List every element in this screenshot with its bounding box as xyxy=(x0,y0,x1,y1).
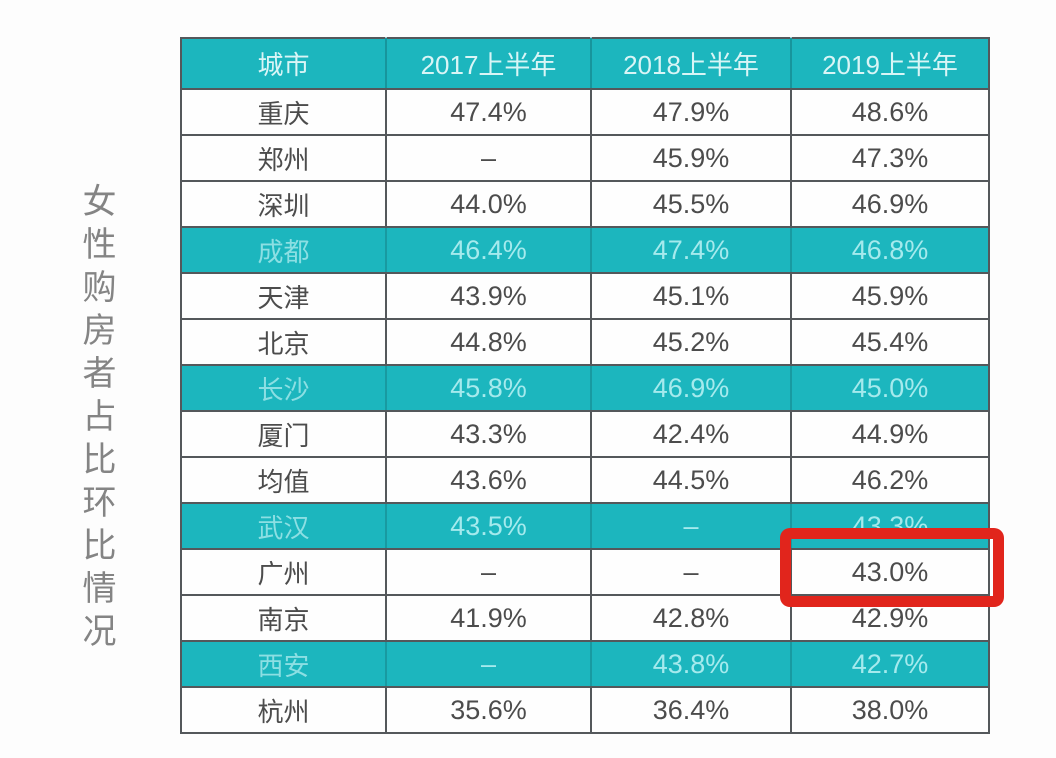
city-cell: 南京 xyxy=(181,595,387,642)
table-header-row: 城市 2017上半年 2018上半年 2019上半年 xyxy=(181,38,989,90)
value-cell: 35.6% xyxy=(386,687,592,733)
value-cell: 45.9% xyxy=(791,273,989,320)
table-row: 北京 44.8% 45.2% 45.4% xyxy=(181,319,989,366)
value-cell: 44.5% xyxy=(591,457,792,504)
city-cell: 郑州 xyxy=(181,135,387,182)
value-cell: 43.0% xyxy=(791,549,989,596)
value-cell: 45.8% xyxy=(386,365,592,412)
city-cell: 西安 xyxy=(181,641,387,688)
value-cell: 42.8% xyxy=(591,595,792,642)
table-row: 南京 41.9% 42.8% 42.9% xyxy=(181,595,989,642)
value-cell: 46.2% xyxy=(791,457,989,504)
table-row: 重庆 47.4% 47.9% 48.6% xyxy=(181,89,989,136)
value-cell: 47.4% xyxy=(386,89,592,136)
value-cell: – xyxy=(386,135,592,182)
value-cell: 47.9% xyxy=(591,89,792,136)
value-cell: 44.9% xyxy=(791,411,989,458)
table-row: 杭州 35.6% 36.4% 38.0% xyxy=(181,687,989,733)
chart-title-vertical: 女性购房者占比环比情况 xyxy=(77,183,115,656)
table-row: 广州 – –43.0% xyxy=(181,549,989,596)
table-row: 厦门 43.3% 42.4% 44.9% xyxy=(181,411,989,458)
value-cell: 43.3% xyxy=(791,503,989,550)
value-cell: 44.0% xyxy=(386,181,592,228)
value-cell: 42.7% xyxy=(791,641,989,688)
column-header-3: 2019上半年 xyxy=(791,38,989,90)
table-body: 重庆 47.4% 47.9% 48.6% 郑州 –45.9% 47.3% 深圳 44.0% 45.… xyxy=(181,89,989,733)
city-cell: 杭州 xyxy=(181,687,387,733)
value-cell: 38.0% xyxy=(791,687,989,733)
value-cell: 36.4% xyxy=(591,687,792,733)
value-cell: 46.9% xyxy=(591,365,792,412)
data-table: 城市 2017上半年 2018上半年 2019上半年 重庆 47.4% 47.9% 48.6… xyxy=(180,37,990,734)
value-cell: 45.9% xyxy=(591,135,792,182)
column-header-0: 城市 xyxy=(181,38,387,90)
table-row: 长沙 45.8% 46.9% 45.0% xyxy=(181,365,989,412)
value-cell: 43.8% xyxy=(591,641,792,688)
value-cell: 44.8% xyxy=(386,319,592,366)
city-cell: 成都 xyxy=(181,227,387,274)
table-row: 郑州 –45.9% 47.3% xyxy=(181,135,989,182)
value-cell: 45.5% xyxy=(591,181,792,228)
table-row: 天津 43.9% 45.1% 45.9% xyxy=(181,273,989,320)
value-cell: 45.0% xyxy=(791,365,989,412)
city-cell: 重庆 xyxy=(181,89,387,136)
value-cell: 46.9% xyxy=(791,181,989,228)
value-cell: – xyxy=(386,641,592,688)
value-cell: 43.6% xyxy=(386,457,592,504)
value-cell: 43.5% xyxy=(386,503,592,550)
value-cell: 46.8% xyxy=(791,227,989,274)
value-cell: 45.4% xyxy=(791,319,989,366)
value-cell: 47.3% xyxy=(791,135,989,182)
city-cell: 武汉 xyxy=(181,503,387,550)
city-cell: 厦门 xyxy=(181,411,387,458)
city-cell: 天津 xyxy=(181,273,387,320)
column-header-2: 2018上半年 xyxy=(591,38,792,90)
city-cell: 深圳 xyxy=(181,181,387,228)
table-row: 均值 43.6% 44.5% 46.2% xyxy=(181,457,989,504)
value-cell: 43.9% xyxy=(386,273,592,320)
value-cell: 46.4% xyxy=(386,227,592,274)
value-cell: 47.4% xyxy=(591,227,792,274)
value-cell: – xyxy=(591,549,792,596)
value-cell: – xyxy=(591,503,792,550)
table-row: 成都 46.4% 47.4% 46.8% xyxy=(181,227,989,274)
city-cell: 北京 xyxy=(181,319,387,366)
table-row: 深圳 44.0% 45.5% 46.9% xyxy=(181,181,989,228)
value-cell: – xyxy=(386,549,592,596)
city-cell: 长沙 xyxy=(181,365,387,412)
value-cell: 48.6% xyxy=(791,89,989,136)
value-cell: 42.9% xyxy=(791,595,989,642)
city-cell: 均值 xyxy=(181,457,387,504)
city-cell: 广州 xyxy=(181,549,387,596)
table-row: 西安 –43.8% 42.7% xyxy=(181,641,989,688)
value-cell: 45.1% xyxy=(591,273,792,320)
table-header: 城市 2017上半年 2018上半年 2019上半年 xyxy=(181,38,989,90)
value-cell: 41.9% xyxy=(386,595,592,642)
value-cell: 42.4% xyxy=(591,411,792,458)
data-table-container: 城市 2017上半年 2018上半年 2019上半年 重庆 47.4% 47.9% 48.6… xyxy=(180,37,1004,734)
value-cell: 43.3% xyxy=(386,411,592,458)
value-cell: 45.2% xyxy=(591,319,792,366)
table-row: 武汉 43.5% –43.3% xyxy=(181,503,989,550)
column-header-1: 2017上半年 xyxy=(386,38,592,90)
